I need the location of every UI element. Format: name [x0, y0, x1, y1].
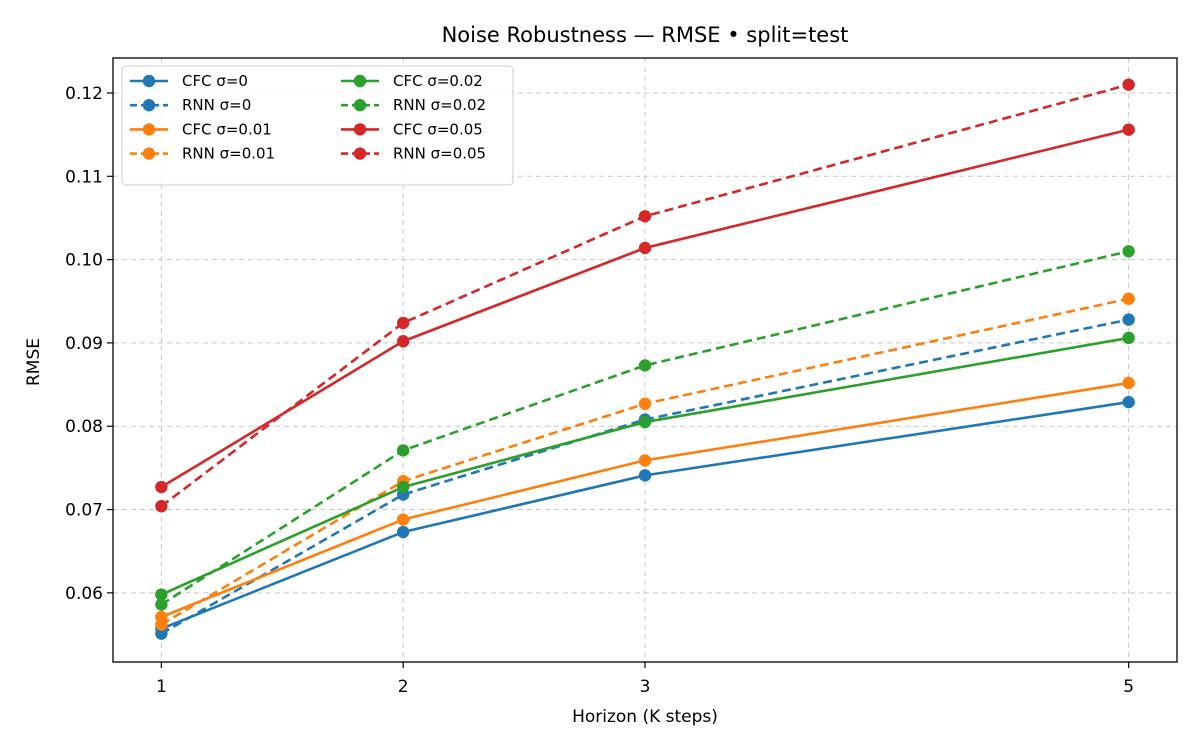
data-point: [396, 335, 410, 348]
legend: CFC σ=0 RNN σ=0 CFC σ=0.01 RNN σ=0.01 CFC σ=…: [121, 65, 514, 186]
legend-label: RNN σ=0.01: [182, 145, 275, 163]
data-point: [1122, 331, 1135, 345]
y-tick-label: 0.06: [65, 584, 103, 604]
data-point: [1122, 78, 1135, 91]
data-point: [638, 210, 652, 223]
data-point: [638, 454, 652, 467]
legend-item: RNN σ=0.02: [341, 96, 486, 114]
series-group: [155, 78, 1135, 640]
legend-marker: [353, 74, 367, 88]
x-axis-ticks: 1 2 3 5: [156, 662, 1134, 697]
legend-item: CFC σ=0: [130, 72, 248, 90]
legend-label: CFC σ=0.05: [393, 120, 483, 138]
series-cfc-0-05: [155, 123, 1135, 494]
y-axis-ticks: 0.06 0.07 0.08 0.09 0.10 0.11 0.12: [65, 84, 113, 604]
legend-label: RNN σ=0: [182, 96, 251, 114]
data-point: [396, 316, 410, 330]
y-tick-label: 0.10: [65, 251, 103, 271]
legend-marker: [353, 147, 367, 160]
x-axis-label: Horizon (K steps): [572, 707, 718, 727]
legend-item: RNN σ=0: [130, 96, 251, 114]
legend-item: CFC σ=0.01: [130, 120, 272, 138]
legend-marker: [142, 74, 156, 88]
series-line: [160, 381, 1129, 619]
y-tick-label: 0.12: [65, 84, 103, 104]
series-line: [160, 128, 1129, 489]
data-point: [155, 627, 168, 640]
legend-box: [121, 65, 514, 186]
legend-label: CFC σ=0: [182, 72, 248, 90]
data-point: [396, 480, 410, 494]
data-point: [396, 513, 410, 526]
legend-item: CFC σ=0.02: [341, 72, 483, 90]
y-tick-label: 0.09: [65, 334, 103, 354]
data-point: [638, 241, 652, 255]
legend-label: CFC σ=0.02: [393, 72, 483, 90]
chart-title: Noise Robustness — RMSE • split=test: [442, 23, 849, 47]
data-point: [638, 359, 652, 372]
series-rnn-0-05: [155, 78, 1135, 513]
data-point: [638, 469, 652, 482]
data-point: [638, 415, 652, 429]
data-point: [1122, 313, 1135, 326]
series-line: [160, 250, 1129, 606]
legend-marker: [353, 123, 367, 136]
y-tick-label: 0.08: [65, 417, 103, 437]
series-line: [160, 297, 1129, 626]
data-point: [155, 618, 168, 631]
x-tick-label: 2: [398, 677, 409, 697]
legend-marker: [353, 99, 367, 112]
series-line: [160, 336, 1129, 596]
data-point: [155, 598, 168, 611]
series-rnn-0-02: [155, 245, 1135, 611]
grid: [113, 58, 1177, 662]
y-tick-label: 0.07: [65, 501, 103, 521]
y-axis-label: RMSE: [24, 338, 44, 386]
y-tick-label: 0.11: [65, 167, 103, 187]
legend-label: RNN σ=0.05: [393, 145, 486, 163]
series-line: [160, 400, 1129, 630]
legend-label: RNN σ=0.02: [393, 96, 486, 114]
x-tick-label: 3: [640, 677, 651, 697]
x-tick-label: 1: [156, 677, 167, 697]
series-cfc-0-02: [155, 331, 1135, 601]
data-point: [155, 480, 168, 494]
data-point: [155, 588, 168, 601]
data-point: [1122, 376, 1135, 390]
legend-marker: [142, 99, 156, 112]
data-point: [155, 500, 168, 513]
data-point: [1122, 292, 1135, 305]
legend-marker: [142, 123, 156, 136]
data-point: [1122, 123, 1135, 136]
data-point: [638, 397, 652, 410]
legend-label: CFC σ=0.01: [182, 120, 272, 138]
legend-marker: [142, 147, 156, 160]
data-point: [396, 444, 410, 457]
data-point: [1122, 245, 1135, 258]
data-point: [1122, 395, 1135, 409]
series-line: [160, 83, 1129, 508]
legend-item: RNN σ=0.01: [130, 145, 275, 163]
series-cfc-0-01: [155, 376, 1135, 624]
data-point: [396, 525, 410, 539]
legend-item: RNN σ=0.05: [341, 145, 486, 163]
legend-item: CFC σ=0.05: [341, 120, 483, 138]
x-tick-label: 5: [1123, 677, 1134, 697]
